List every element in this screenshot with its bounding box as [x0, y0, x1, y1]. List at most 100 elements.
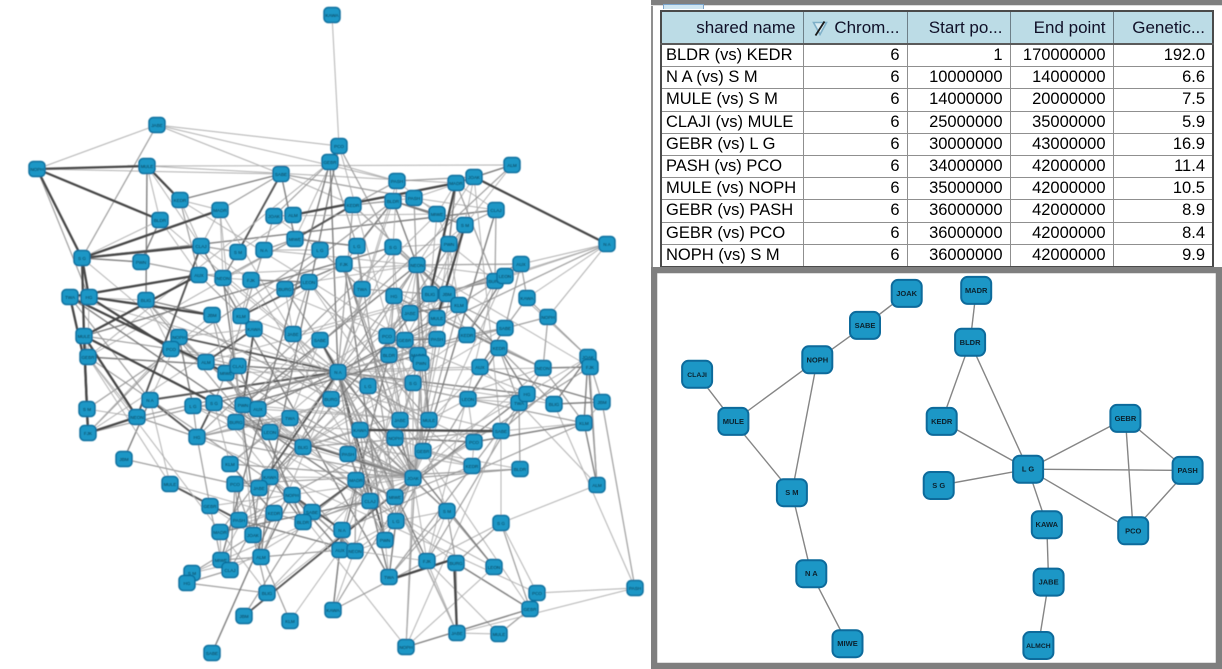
svg-text:JABE: JABE — [253, 486, 265, 491]
svg-text:JABE: JABE — [404, 311, 416, 316]
svg-text:TWA: TWA — [65, 295, 76, 300]
svg-text:S M: S M — [234, 250, 242, 255]
svg-text:SABE: SABE — [206, 651, 218, 656]
svg-text:HG: HG — [184, 581, 191, 586]
svg-text:CLAJ: CLAJ — [490, 208, 501, 213]
svg-text:MADR: MADR — [449, 181, 463, 186]
svg-text:PASH: PASH — [342, 452, 354, 457]
svg-text:BLDR: BLDR — [154, 218, 167, 223]
svg-text:SABE: SABE — [275, 172, 287, 177]
svg-text:TWA: TWA — [514, 401, 525, 406]
svg-text:PCO: PCO — [1125, 526, 1141, 535]
svg-text:GEBR: GEBR — [81, 355, 95, 360]
svg-text:KAWA: KAWA — [247, 327, 261, 332]
svg-text:KLM: KLM — [579, 421, 589, 426]
svg-text:AUX: AUX — [475, 365, 484, 370]
svg-text:NEON: NEON — [410, 263, 423, 268]
svg-text:LEON: LEON — [488, 565, 501, 570]
svg-text:MIWE: MIWE — [289, 237, 302, 242]
svg-text:BLIG: BLIG — [298, 445, 309, 450]
svg-text:CLAJ: CLAJ — [364, 499, 375, 504]
svg-text:S G: S G — [409, 381, 417, 386]
svg-text:NOPH: NOPH — [399, 645, 412, 650]
svg-text:KEDR: KEDR — [493, 346, 506, 351]
svg-text:PCO: PCO — [166, 347, 176, 352]
svg-text:JABE: JABE — [394, 418, 406, 423]
svg-text:PCO: PCO — [532, 591, 542, 596]
svg-text:LEON: LEON — [303, 280, 316, 285]
svg-text:PCO: PCO — [334, 144, 344, 149]
svg-text:LEON: LEON — [499, 274, 512, 279]
svg-text:KEDR: KEDR — [461, 333, 474, 338]
svg-text:BURG: BURG — [449, 561, 463, 566]
svg-text:KAWA: KAWA — [353, 428, 367, 433]
svg-text:HG: HG — [391, 294, 398, 299]
svg-text:PASH: PASH — [408, 196, 420, 201]
svg-text:JOAK: JOAK — [896, 289, 917, 298]
svg-text:L G: L G — [392, 519, 400, 524]
svg-text:JOAK: JOAK — [468, 175, 481, 180]
svg-text:KEDR: KEDR — [466, 464, 479, 469]
svg-text:PWN: PWN — [136, 260, 147, 265]
svg-text:NEON: NEON — [216, 276, 229, 281]
svg-text:JBM: JBM — [442, 292, 451, 297]
svg-text:SABE: SABE — [495, 429, 507, 434]
svg-text:CLAJ: CLAJ — [232, 364, 243, 369]
svg-text:S M: S M — [785, 488, 798, 497]
svg-text:SABE: SABE — [314, 338, 326, 343]
svg-text:JABE: JABE — [1039, 578, 1059, 587]
svg-text:KAWA: KAWA — [326, 608, 340, 613]
svg-text:PASH: PASH — [431, 337, 443, 342]
svg-text:NEON: NEON — [536, 366, 549, 371]
svg-text:S M: S M — [188, 571, 196, 576]
svg-text:JABE: JABE — [151, 123, 163, 128]
svg-text:KEDR: KEDR — [931, 417, 953, 426]
svg-text:AUX: AUX — [194, 273, 203, 278]
svg-text:L G: L G — [1022, 465, 1035, 474]
svg-text:FJK: FJK — [586, 365, 595, 370]
svg-text:N A: N A — [603, 242, 611, 247]
svg-text:PASH: PASH — [1177, 466, 1197, 475]
svg-text:BURG: BURG — [488, 279, 502, 284]
svg-text:BLDR: BLDR — [514, 467, 527, 472]
svg-text:N A: N A — [805, 569, 818, 578]
svg-text:S G: S G — [497, 521, 505, 526]
svg-text:CLAJ: CLAJ — [224, 568, 235, 573]
svg-text:NOPH: NOPH — [806, 355, 828, 364]
svg-text:MIWE: MIWE — [220, 371, 233, 376]
svg-text:LEON: LEON — [462, 397, 475, 402]
svg-text:LEON: LEON — [264, 430, 277, 435]
svg-text:MULE: MULE — [164, 482, 177, 487]
svg-text:BLIG: BLIG — [425, 292, 436, 297]
svg-text:JBM: JBM — [119, 457, 128, 462]
svg-text:PASH: PASH — [391, 179, 403, 184]
svg-text:KAWA: KAWA — [520, 296, 534, 301]
svg-text:GEBR: GEBR — [1115, 414, 1137, 423]
svg-text:KEDR: KEDR — [268, 511, 281, 516]
svg-text:NOPH: NOPH — [541, 315, 554, 320]
svg-text:N A: N A — [146, 398, 154, 403]
svg-text:CLAJI: CLAJI — [687, 372, 707, 379]
svg-text:MULE: MULE — [78, 334, 91, 339]
svg-text:GEBR: GEBR — [203, 504, 217, 509]
svg-text:S G: S G — [932, 481, 945, 490]
svg-text:BURG: BURG — [229, 420, 243, 425]
svg-text:S M: S M — [83, 407, 91, 412]
svg-text:MULE: MULE — [141, 164, 154, 169]
svg-text:GEBR: GEBR — [398, 338, 412, 343]
svg-text:HG: HG — [194, 435, 201, 440]
svg-text:ALM: ALM — [507, 163, 517, 168]
svg-text:L G: L G — [364, 384, 372, 389]
svg-text:MIWE: MIWE — [389, 495, 402, 500]
svg-text:BLDR: BLDR — [297, 520, 310, 525]
svg-text:AUX: AUX — [335, 548, 344, 553]
svg-text:S M: S M — [461, 223, 469, 228]
svg-text:MULE: MULE — [493, 632, 506, 637]
svg-text:BLDR: BLDR — [960, 338, 981, 347]
svg-text:FJK: FJK — [340, 262, 349, 267]
svg-text:JOAK: JOAK — [268, 214, 281, 219]
svg-text:ALM: ALM — [288, 213, 298, 218]
svg-text:JOAK: JOAK — [407, 476, 420, 481]
svg-text:KAWA: KAWA — [325, 13, 339, 18]
svg-text:FJK: FJK — [84, 431, 93, 436]
